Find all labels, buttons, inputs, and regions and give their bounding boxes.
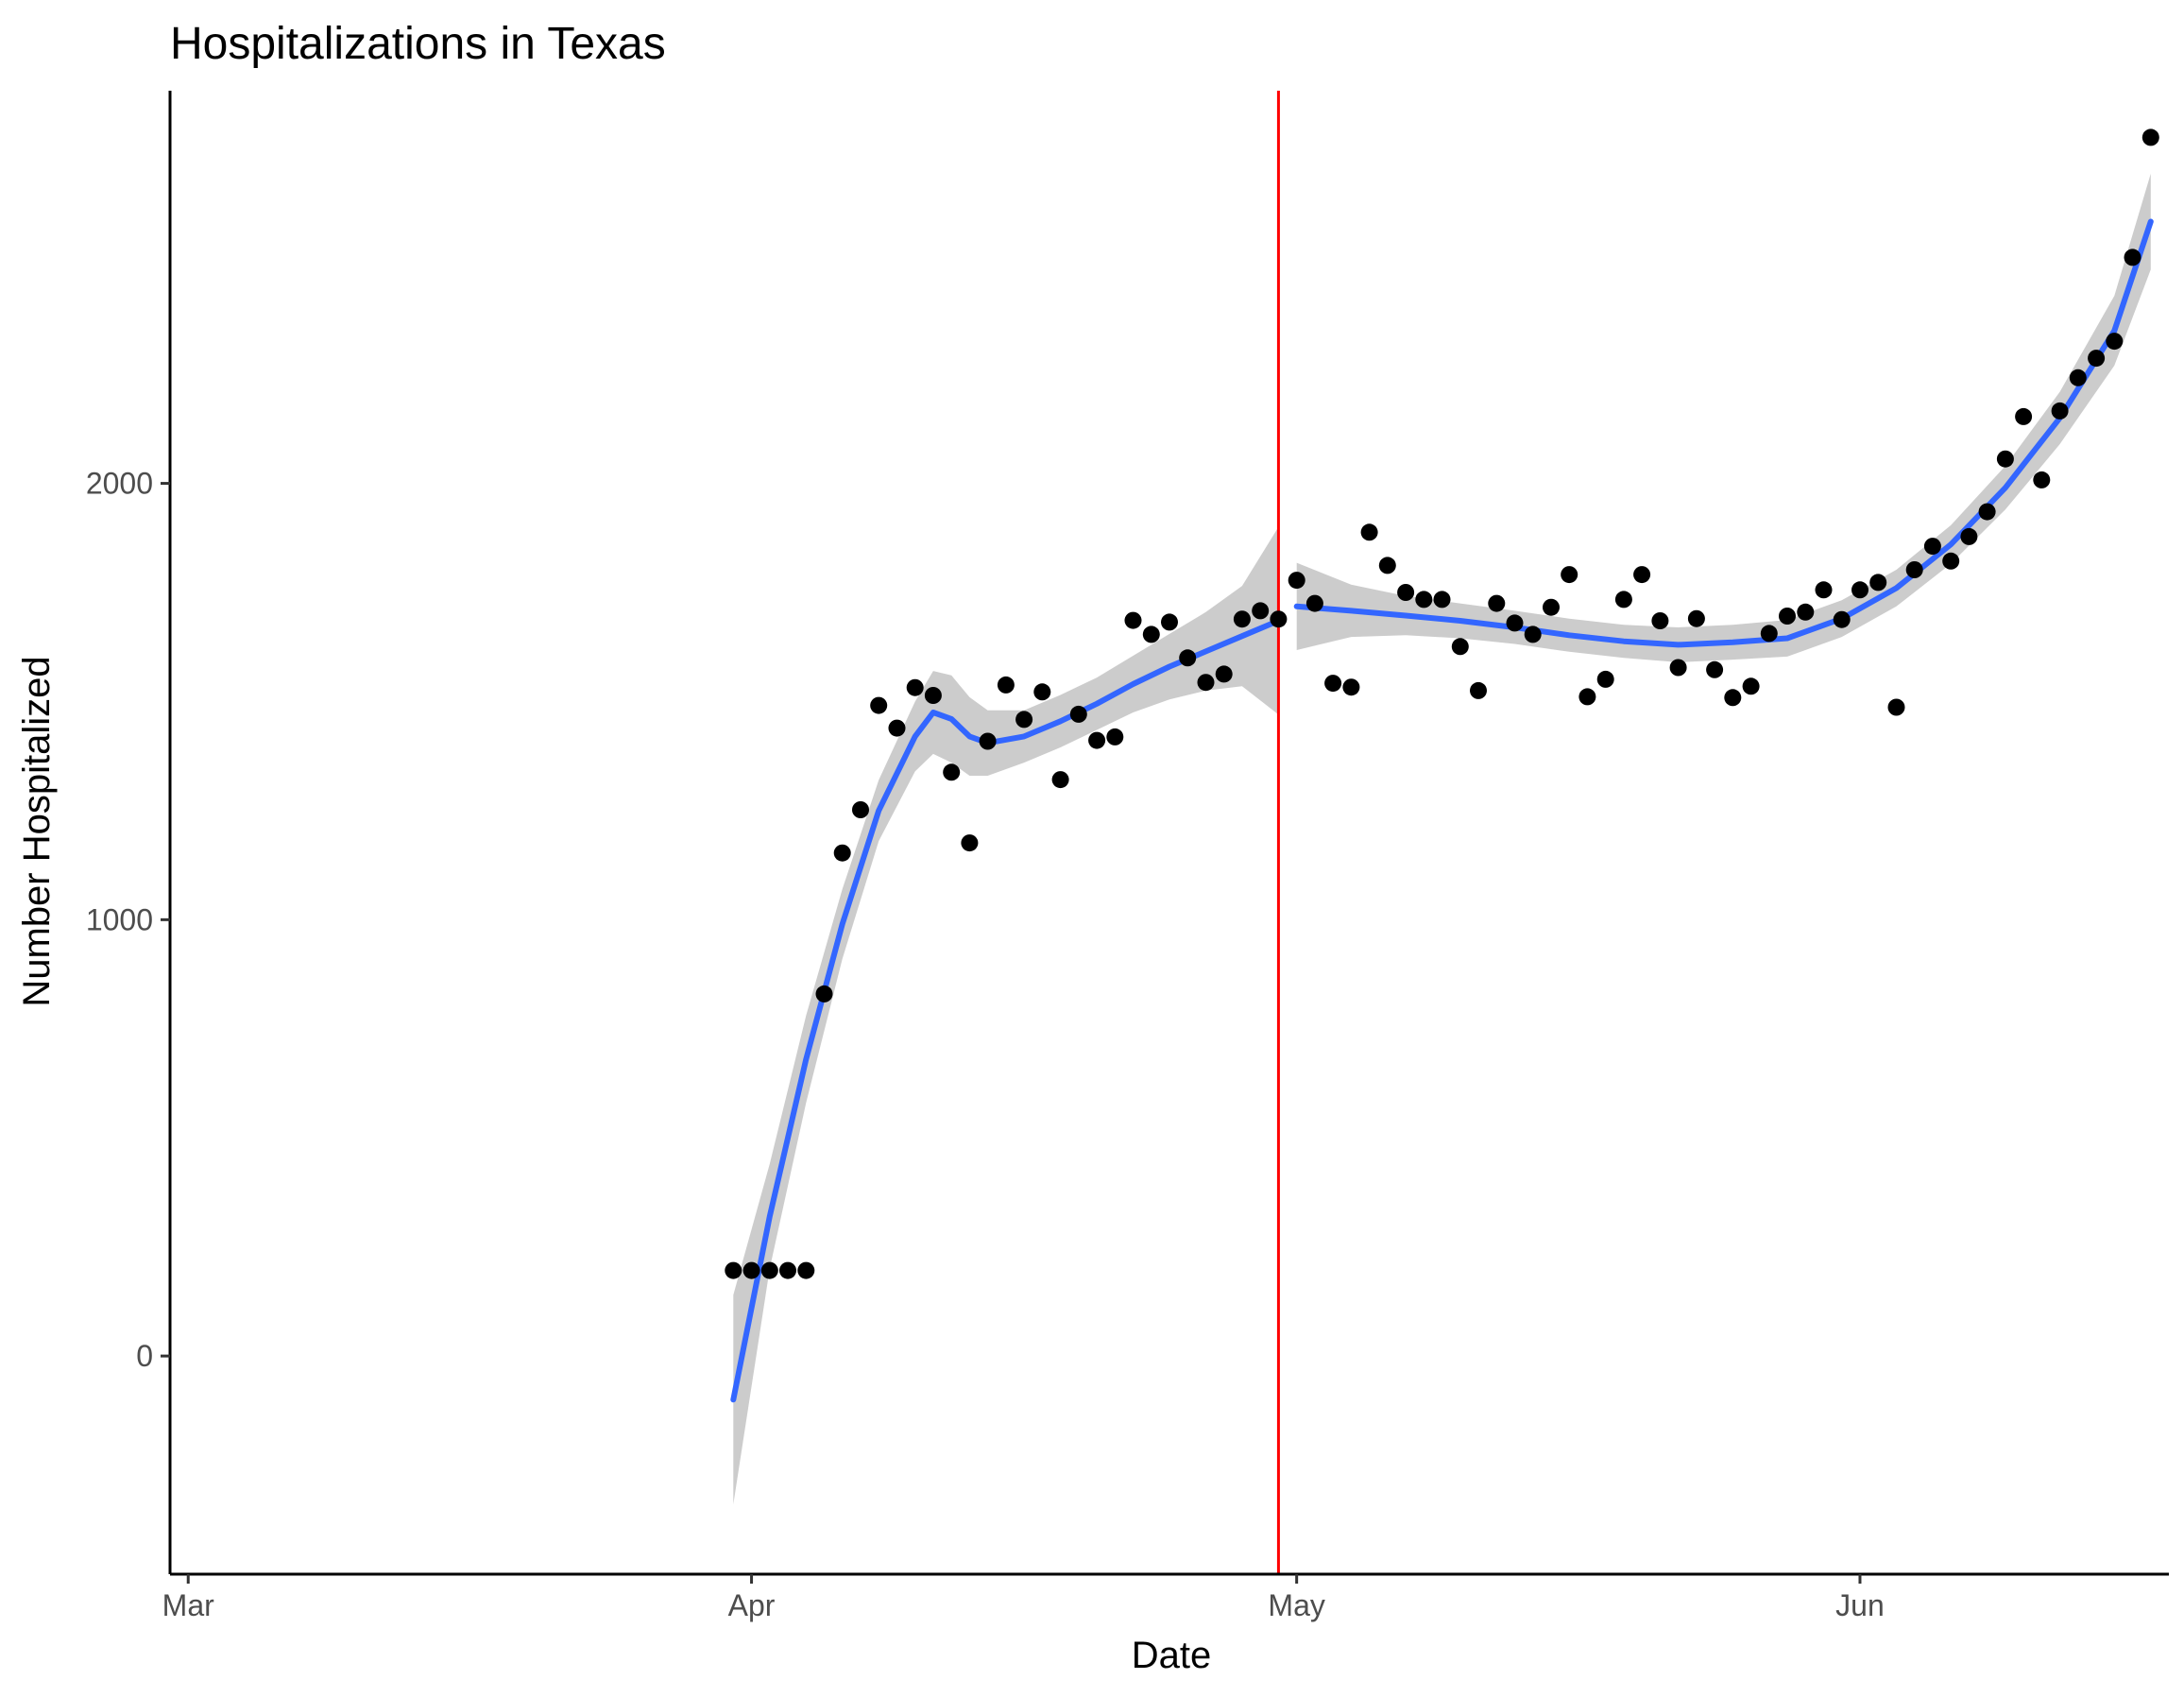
data-point bbox=[1415, 591, 1433, 609]
data-point bbox=[1088, 731, 1106, 749]
smooth-line-after bbox=[1293, 218, 2154, 648]
data-point bbox=[1433, 591, 1451, 609]
data-point bbox=[2069, 369, 2087, 386]
data-point bbox=[1651, 612, 1669, 629]
data-point bbox=[1069, 705, 1087, 723]
data-point bbox=[1142, 626, 1160, 643]
data-point bbox=[1760, 625, 1778, 643]
data-point bbox=[997, 676, 1015, 694]
data-point bbox=[2141, 129, 2159, 146]
data-point bbox=[1197, 674, 1215, 692]
data-point bbox=[2124, 249, 2141, 266]
confidence-bands bbox=[733, 173, 2151, 1505]
data-point bbox=[1923, 538, 1941, 556]
data-point bbox=[1288, 572, 1305, 590]
data-point bbox=[833, 844, 851, 862]
data-point bbox=[760, 1261, 778, 1279]
data-point bbox=[1252, 602, 1270, 620]
data-point bbox=[1596, 670, 1614, 688]
data-point bbox=[906, 678, 924, 696]
y-tick-label: 0 bbox=[136, 1339, 153, 1373]
data-point bbox=[1215, 665, 1233, 683]
data-point bbox=[779, 1261, 796, 1279]
data-point bbox=[1524, 626, 1542, 643]
data-point bbox=[1015, 711, 1033, 729]
data-point bbox=[1233, 610, 1251, 628]
ticks: 0 1000 2000 Mar Apr May Jun bbox=[86, 467, 1885, 1622]
data-point bbox=[1106, 728, 1124, 746]
data-point bbox=[797, 1261, 815, 1279]
x-tick-label: Apr bbox=[728, 1588, 776, 1622]
data-point bbox=[1797, 603, 1815, 621]
data-points bbox=[725, 129, 2159, 1279]
x-tick-label: Mar bbox=[162, 1588, 214, 1622]
data-point bbox=[2106, 333, 2124, 351]
data-point bbox=[1851, 581, 1868, 599]
data-point bbox=[979, 732, 997, 750]
data-point bbox=[1669, 659, 1687, 677]
data-point bbox=[1543, 598, 1560, 616]
data-point bbox=[2088, 350, 2106, 368]
data-point bbox=[870, 696, 888, 714]
data-point bbox=[742, 1261, 760, 1279]
data-point bbox=[1633, 566, 1651, 584]
data-point bbox=[961, 834, 979, 852]
data-point bbox=[1179, 649, 1197, 667]
data-point bbox=[1724, 689, 1742, 707]
data-point bbox=[1378, 557, 1396, 574]
data-point bbox=[1561, 566, 1578, 584]
axes bbox=[168, 91, 2169, 1576]
data-point bbox=[1706, 660, 1724, 678]
data-point bbox=[1687, 609, 1705, 627]
data-point bbox=[1342, 678, 1360, 696]
confidence-band-before bbox=[733, 526, 1279, 1505]
data-point bbox=[1742, 677, 1760, 695]
data-point bbox=[1815, 581, 1833, 599]
x-tick-label: May bbox=[1268, 1588, 1324, 1622]
data-point bbox=[2015, 407, 2033, 425]
data-point bbox=[1996, 450, 2014, 468]
data-point bbox=[1488, 594, 1506, 612]
data-point bbox=[1779, 608, 1796, 625]
y-tick-label: 2000 bbox=[86, 467, 153, 501]
data-point bbox=[725, 1261, 742, 1279]
data-point bbox=[815, 985, 833, 1003]
data-point bbox=[2051, 402, 2069, 420]
chart-title: Hospitalizations in Texas bbox=[170, 19, 666, 69]
data-point bbox=[1887, 698, 1905, 716]
data-point bbox=[1578, 688, 1596, 706]
data-point bbox=[943, 763, 961, 781]
data-point bbox=[1305, 594, 1323, 612]
smooth-line-before bbox=[730, 618, 1282, 1403]
data-point bbox=[1470, 681, 1487, 699]
data-point bbox=[1033, 683, 1051, 701]
data-point bbox=[2033, 471, 2051, 489]
data-point bbox=[1869, 574, 1887, 591]
data-point bbox=[1124, 611, 1142, 629]
data-point bbox=[1942, 552, 1960, 570]
x-axis-title: Date bbox=[1132, 1635, 1212, 1676]
y-tick-label: 1000 bbox=[86, 902, 153, 936]
data-point bbox=[1978, 503, 1996, 521]
x-tick-label: Jun bbox=[1835, 1588, 1885, 1622]
data-point bbox=[1614, 591, 1632, 609]
data-point bbox=[1905, 561, 1923, 578]
smooth-lines bbox=[730, 218, 2154, 1403]
y-axis-title: Number Hospitalized bbox=[16, 656, 58, 1006]
data-point bbox=[924, 687, 942, 704]
data-point bbox=[1960, 527, 1978, 545]
data-point bbox=[888, 719, 906, 737]
data-point bbox=[1051, 771, 1069, 789]
data-point bbox=[1506, 614, 1524, 632]
data-point bbox=[1360, 523, 1378, 541]
data-point bbox=[1270, 610, 1288, 628]
data-point bbox=[1833, 610, 1851, 628]
data-point bbox=[852, 801, 869, 818]
data-point bbox=[1324, 675, 1342, 693]
data-point bbox=[1161, 613, 1178, 631]
data-point bbox=[1397, 584, 1415, 601]
data-point bbox=[1451, 638, 1469, 656]
